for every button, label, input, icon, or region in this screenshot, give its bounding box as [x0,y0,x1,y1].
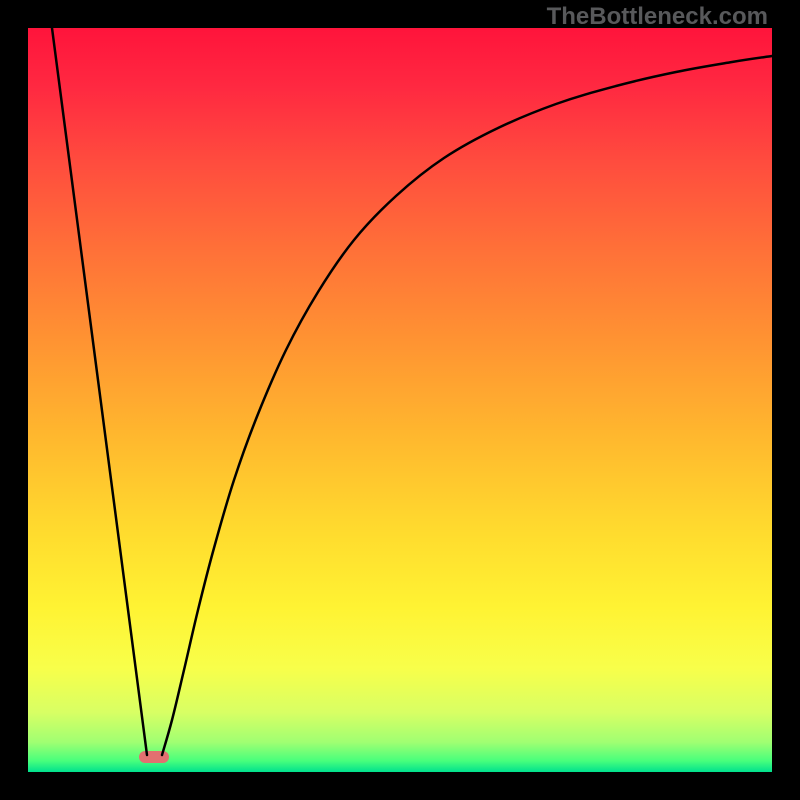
watermark-text: TheBottleneck.com [547,3,768,31]
curve-right-segment [162,56,772,755]
chart-root: TheBottleneck.com [0,0,800,800]
curve-left-segment [52,28,147,755]
minimum-marker [139,751,169,763]
curve-layer [0,0,800,800]
